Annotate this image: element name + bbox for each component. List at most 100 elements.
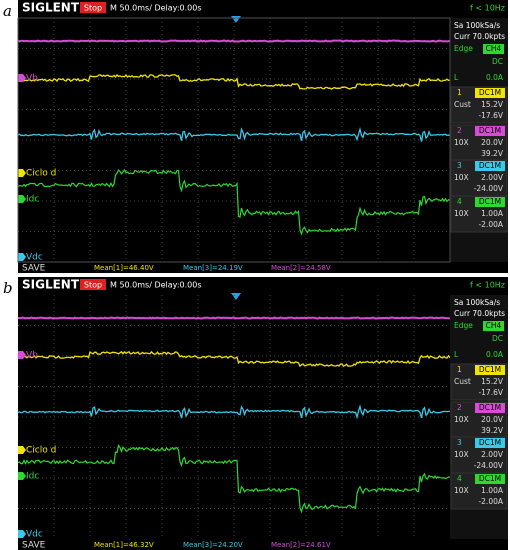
channel-coupling: DC1M [479, 403, 501, 412]
channel-scale: 1.00A [481, 209, 504, 218]
memory-depth: Curr 70.0kpts [454, 32, 505, 41]
channel-offset: -2.00A [478, 220, 503, 229]
measurement: Mean[1]=46.40V [94, 264, 154, 272]
channel-coupling: DC1M [479, 438, 501, 447]
channel-marker [18, 74, 26, 82]
trigger-coupling: DC [492, 57, 503, 66]
trigger-type: Edge [454, 321, 473, 330]
trace-ch4 [17, 168, 451, 236]
trigger-level-label: L [454, 73, 459, 82]
channel-offset: -24.00V [474, 184, 504, 193]
panel-label: b [3, 279, 13, 297]
save-label: SAVE [22, 541, 46, 550]
channel-scale: 15.2V [481, 100, 504, 109]
channel-coupling: DC1M [479, 161, 501, 170]
channel-marker [18, 253, 26, 261]
channel-coupling-box [475, 126, 505, 136]
channel-number: 4 [457, 197, 462, 206]
trigger-coupling: DC [492, 334, 503, 343]
trigger-source: CH4 [486, 44, 502, 53]
channel-coupling: DC1M [479, 197, 501, 206]
status: Stop [84, 281, 102, 290]
measurement: Mean[3]=24.19V [183, 264, 243, 272]
trace-ch1 [17, 350, 451, 368]
memory-depth: Curr 70.0kpts [454, 309, 505, 318]
brand: SIGLENT [22, 278, 80, 292]
trigger-frequency: f < 10Hz [470, 4, 505, 13]
channel-probe: Cust [454, 377, 471, 386]
channel-marker-label: Vb [26, 351, 38, 361]
channel-marker [18, 351, 26, 359]
channel-coupling-box [475, 403, 505, 413]
channel-coupling: DC1M [479, 88, 501, 97]
trace-ch2 [17, 39, 451, 43]
trace-ch3 [17, 404, 450, 420]
channel-probe: Cust [454, 100, 471, 109]
channel-marker-label: Idc [26, 195, 39, 205]
channel-coupling-box [475, 88, 505, 98]
trace-ch1 [17, 73, 451, 90]
channel-probe: 10X [454, 173, 469, 182]
trigger-source-box [483, 44, 504, 54]
channel-coupling: DC1M [479, 365, 501, 374]
measurement: Mean[2]=24.61V [271, 541, 331, 549]
channel-coupling-box [475, 438, 505, 448]
timebase: M 50.0ms/ Delay:0.00s [110, 4, 202, 13]
channel-scale: 20.0V [481, 138, 504, 147]
brand: SIGLENT [22, 1, 80, 15]
channel-marker-label: Idc [26, 472, 39, 482]
channel-number: 2 [457, 403, 462, 412]
channel-coupling-box [475, 197, 505, 207]
timebase: M 50.0ms/ Delay:0.00s [110, 281, 202, 290]
status-box [80, 2, 106, 13]
channel-offset: -24.00V [474, 461, 504, 470]
trigger-position [231, 293, 241, 300]
trigger-level-label: L [454, 350, 459, 359]
channel-marker-label: Vdc [26, 530, 43, 540]
trigger-level: 0.0A [486, 73, 504, 82]
channel-offset: -17.6V [478, 111, 503, 120]
trigger-level: 0.0A [486, 350, 504, 359]
channel-marker [18, 446, 26, 454]
measurement: Mean[1]=46.32V [94, 541, 154, 549]
channel-scale: 15.2V [481, 377, 504, 386]
channel-marker [18, 169, 26, 177]
channel-scale: 1.00A [481, 486, 504, 495]
channel-coupling-box [475, 365, 505, 375]
channel-coupling-box [475, 474, 505, 484]
trigger-frequency: f < 10Hz [470, 281, 505, 290]
channel-coupling: DC1M [479, 474, 501, 483]
channel-probe: 10X [454, 486, 469, 495]
sample-rate: Sa 100kSa/s [454, 21, 500, 30]
sample-rate: Sa 100kSa/s [454, 298, 500, 307]
channel-offset: 39.2V [481, 426, 504, 435]
grid-border [17, 17, 451, 263]
channel-offset: -2.00A [478, 497, 503, 506]
channel-probe: 10X [454, 450, 469, 459]
channel-probe: 10X [454, 138, 469, 147]
trigger-source: CH4 [486, 321, 502, 330]
channel-scale: 2.00V [481, 450, 504, 459]
measurement: Mean[3]=24.20V [183, 541, 243, 549]
channel-marker-label: Vb [26, 74, 38, 84]
channel-number: 1 [457, 88, 462, 97]
channel-number: 2 [457, 126, 462, 135]
channel-offset: 39.2V [481, 149, 504, 158]
measurement: Mean[2]=24.58V [271, 264, 331, 272]
scope-panel: b SIGLENT Stop M 50.0ms/ Delay:0.00s f < 10H… [3, 17, 508, 550]
trace-ch3 [17, 126, 451, 142]
channel-marker-label: Vdc [26, 253, 43, 263]
channel-number: 4 [457, 474, 462, 483]
channel-probe: 10X [454, 209, 469, 218]
channel-probe: 10X [454, 415, 469, 424]
channel-number: 3 [457, 161, 462, 170]
trace-ch2 [18, 316, 451, 320]
status-box [80, 279, 106, 290]
scope-panel: a SIGLENT Stop M 50.0ms/ Delay:0.00s f < 10H… [3, 0, 508, 274]
channel-number: 3 [457, 438, 462, 447]
channel-number: 1 [457, 365, 462, 374]
trigger-type: Edge [454, 44, 473, 53]
panel-label: a [3, 2, 12, 20]
